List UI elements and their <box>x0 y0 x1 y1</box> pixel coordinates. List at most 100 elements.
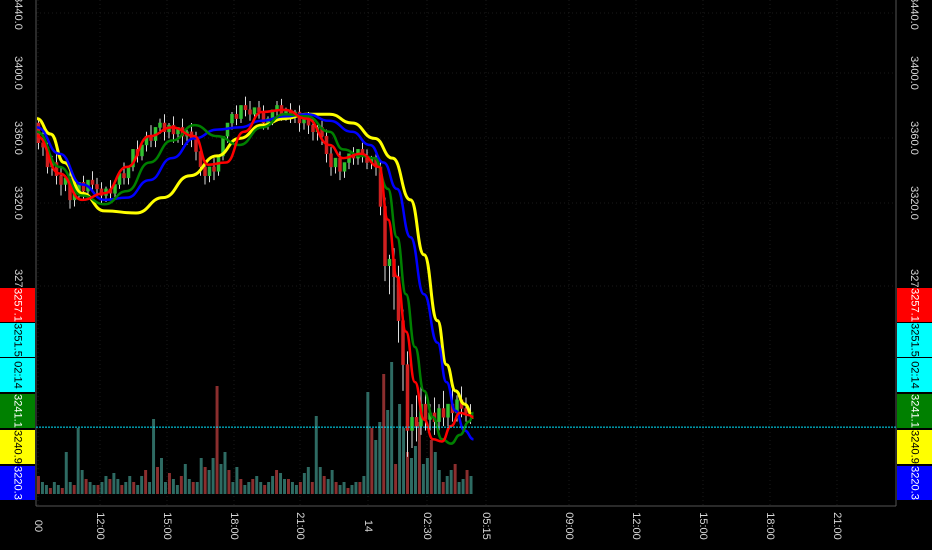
y-tick-label: 3320.0 <box>908 186 920 220</box>
volume-bar <box>92 485 96 494</box>
moving-average-3 <box>36 108 474 443</box>
volume-bars <box>37 362 473 494</box>
candle-body <box>59 175 63 185</box>
price-badge-label: 3220.3 <box>909 466 921 500</box>
price-badge-label: 3241.1 <box>12 394 24 428</box>
volume-bar <box>322 476 326 494</box>
moving-average-lines <box>36 108 475 445</box>
volume-bar <box>37 476 40 494</box>
candle-body <box>252 107 257 115</box>
volume-bar <box>160 458 163 494</box>
volume-bar <box>318 467 322 494</box>
volume-bar <box>314 416 318 494</box>
price-badge <box>0 323 35 357</box>
volume-bar <box>457 482 461 494</box>
volume-bar <box>199 458 203 494</box>
y-tick-label: 3440.0 <box>12 0 24 30</box>
volume-bar <box>263 485 267 494</box>
candle-body <box>333 157 338 168</box>
y-tick-label: 3320.0 <box>12 186 24 220</box>
candle-body <box>126 166 131 179</box>
candle-body <box>234 113 239 119</box>
volume-bar <box>302 473 306 494</box>
volume-bar <box>386 410 390 494</box>
volume-bar <box>445 476 449 494</box>
volume-bar <box>76 428 80 494</box>
candle-body <box>95 184 99 190</box>
volume-bar <box>88 482 92 494</box>
volume-bar <box>461 479 465 494</box>
volume-bar <box>72 485 76 494</box>
price-badge <box>0 288 35 322</box>
price-badge <box>897 288 932 322</box>
volume-bar <box>52 482 56 494</box>
volume-bar <box>366 392 370 494</box>
candle-body <box>437 408 441 422</box>
volume-bar <box>112 473 116 494</box>
volume-bar <box>298 482 302 494</box>
volume-bar <box>227 470 231 494</box>
candle-body <box>311 124 315 133</box>
volume-bar <box>124 482 128 494</box>
candle-body <box>203 166 207 176</box>
price-badge-label: 3257.1 <box>909 288 921 322</box>
x-tick-label: 12:00 <box>630 512 642 540</box>
volume-bar <box>286 479 290 494</box>
volume-bar <box>235 467 239 494</box>
volume-bar <box>64 452 68 494</box>
volume-bar <box>211 458 215 494</box>
volume-bar <box>120 485 124 494</box>
candle-body <box>230 113 234 124</box>
volume-bar <box>429 440 433 494</box>
price-badge-label: 3240.9 <box>12 430 24 464</box>
volume-bar <box>290 482 294 494</box>
volume-bar <box>60 488 64 494</box>
price-badge-label: 02:14 <box>12 361 24 389</box>
volume-bar <box>342 482 346 494</box>
volume-bar <box>136 485 140 494</box>
volume-bar <box>469 476 473 494</box>
candle-body <box>81 182 86 192</box>
candle-body <box>414 417 419 427</box>
volume-bar <box>453 464 457 494</box>
volume-bar <box>231 482 235 494</box>
volume-bar <box>374 440 378 494</box>
vertical-grid <box>37 0 838 506</box>
candle-body <box>158 122 162 128</box>
x-tick-label: 14 <box>362 520 374 532</box>
candle-body <box>446 403 450 418</box>
moving-average-1 <box>36 112 474 441</box>
volume-bar <box>203 467 207 494</box>
x-tick-label: 09:00 <box>563 512 575 540</box>
x-tick-label: 18:00 <box>764 512 776 540</box>
volume-bar <box>108 479 112 494</box>
volume-bar <box>267 482 271 494</box>
volume-bar <box>152 419 156 494</box>
volume-bar <box>80 470 84 494</box>
volume-bar <box>398 404 402 494</box>
volume-bar <box>271 476 275 494</box>
x-tick-label: 21:00 <box>294 512 306 540</box>
volume-bar <box>104 476 108 494</box>
volume-bar <box>330 470 334 494</box>
price-badge <box>897 394 932 428</box>
volume-bar <box>421 464 425 494</box>
y-tick-label: 3400.0 <box>908 56 920 90</box>
volume-bar <box>223 452 227 494</box>
price-badge-label: 3251.5 <box>12 323 24 357</box>
price-badge <box>0 394 35 428</box>
volume-bar <box>179 476 183 494</box>
x-tick-label: 02:30 <box>421 512 433 540</box>
candle-body <box>90 179 95 185</box>
volume-bar <box>417 422 421 494</box>
volume-bar <box>413 446 417 494</box>
volume-bar <box>310 482 314 494</box>
volume-bar <box>433 452 437 494</box>
price-badge-label: 3251.5 <box>909 323 921 357</box>
price-badge <box>897 323 932 357</box>
candle-body <box>122 173 126 179</box>
volume-bar <box>275 470 279 494</box>
x-tick-label: 15:00 <box>697 512 709 540</box>
candle-body <box>387 258 392 266</box>
